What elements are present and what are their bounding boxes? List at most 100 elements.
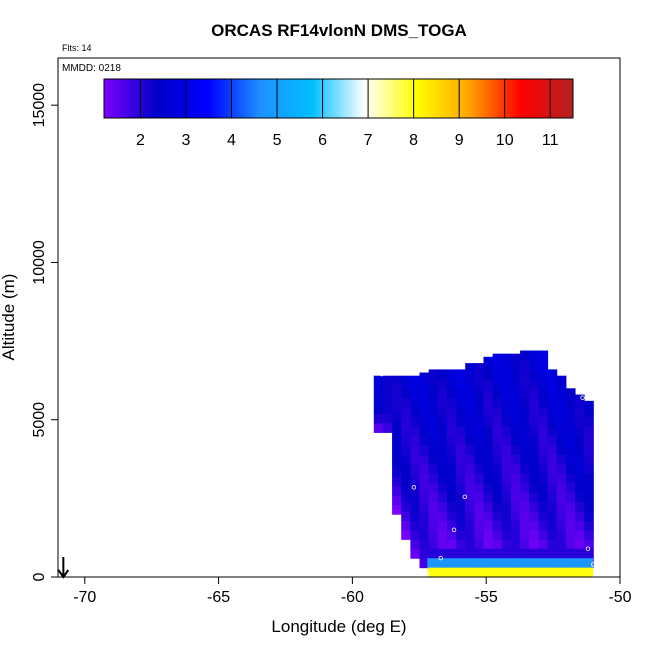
heatmap-cell <box>501 501 512 512</box>
heatmap-cell <box>556 463 567 474</box>
heatmap-cell <box>474 363 485 370</box>
heatmap-cell <box>483 397 494 408</box>
heatmap-cell <box>565 501 576 512</box>
heatmap-cell <box>538 350 549 361</box>
heatmap-cell <box>456 463 466 474</box>
heatmap-cell <box>565 444 576 455</box>
heatmap-cell <box>556 482 567 493</box>
heatmap-cell <box>401 501 411 512</box>
heatmap-cell <box>529 388 539 399</box>
date-annotation: MMDD: 0218 <box>62 63 121 74</box>
heatmap-cell <box>538 463 549 474</box>
heatmap-cell <box>456 369 466 380</box>
heatmap-cell <box>556 407 567 418</box>
heatmap-cell <box>465 473 475 484</box>
heatmap-cell <box>437 463 448 474</box>
heatmap-cell <box>401 416 411 427</box>
sample-point <box>411 485 417 490</box>
heatmap-cell <box>392 466 402 477</box>
colorbar-tick-label: 3 <box>182 132 191 149</box>
heatmap-cell <box>446 463 457 474</box>
heatmap-cell <box>556 520 567 531</box>
heatmap-cell <box>529 378 539 389</box>
heatmap-cell <box>474 492 485 503</box>
heatmap-cells <box>373 350 594 577</box>
heatmap-cell <box>501 378 512 389</box>
heatmap-cell <box>410 510 421 521</box>
heatmap-cell <box>492 444 503 455</box>
heatmap-cell <box>428 501 439 512</box>
heatmap-cell <box>465 501 475 512</box>
colorbar-tick-label: 9 <box>455 132 464 149</box>
heatmap-cell <box>547 463 558 474</box>
heatmap-cell <box>465 520 475 531</box>
heatmap-cell <box>428 388 439 399</box>
heatmap-cell <box>483 529 494 540</box>
sample-point <box>591 562 596 567</box>
heatmap-cell <box>501 407 512 418</box>
heatmap-cell <box>492 416 503 427</box>
heatmap-cell <box>437 388 448 399</box>
heatmap-cell <box>520 350 530 361</box>
heatmap-cell <box>574 397 585 408</box>
heatmap-cell <box>520 463 530 474</box>
heatmap-cell <box>510 463 521 474</box>
heatmap-cell <box>483 473 494 484</box>
heatmap-cell <box>419 454 430 465</box>
heatmap-cell <box>465 482 475 493</box>
x-tick-label: -65 <box>207 589 230 606</box>
heatmap-cell <box>501 444 512 455</box>
sample-point <box>379 371 385 377</box>
heatmap-cell <box>456 539 466 550</box>
heatmap-cell <box>501 397 512 408</box>
x-axis-label: Longitude (deg E) <box>271 617 406 636</box>
heatmap-cell <box>373 422 384 433</box>
heatmap-cell <box>474 473 485 484</box>
heatmap-cell <box>492 353 503 361</box>
heatmap-cell <box>501 416 512 427</box>
heatmap-cell <box>465 492 475 503</box>
heatmap-cell <box>401 492 411 503</box>
heatmap-cell <box>520 492 530 503</box>
heatmap-cell <box>510 378 521 389</box>
heatmap-cell <box>446 473 457 484</box>
heatmap-cell <box>501 529 512 540</box>
heatmap-cell <box>410 492 421 503</box>
heatmap-cell <box>547 435 558 446</box>
heatmap-cell <box>483 492 494 503</box>
x-tick-label: -50 <box>608 589 631 606</box>
heatmap-cell <box>547 426 558 437</box>
heatmap-cell <box>556 388 567 399</box>
surface-band <box>427 567 594 577</box>
heatmap-cell <box>510 369 521 380</box>
heatmap-cell <box>584 539 594 550</box>
low-band <box>427 558 594 568</box>
heatmap-cell <box>510 416 521 427</box>
heatmap-cell <box>419 388 430 399</box>
heatmap-cell <box>529 416 539 427</box>
heatmap-cell <box>483 369 494 380</box>
heatmap-cell <box>574 407 585 418</box>
heatmap-cell <box>428 454 439 465</box>
heatmap-cell <box>401 426 411 437</box>
heatmap-cell <box>382 413 393 424</box>
heatmap-cell <box>437 520 448 531</box>
heatmap-cell <box>382 385 393 396</box>
down-arrow-icon <box>57 557 70 579</box>
heatmap-cell <box>565 482 576 493</box>
heatmap-cell <box>520 539 530 550</box>
heatmap-cell <box>529 350 539 361</box>
heatmap-cell <box>556 501 567 512</box>
heatmap-cell <box>446 426 457 437</box>
heatmap-cell <box>392 495 402 506</box>
heatmap-cell <box>501 353 512 361</box>
heatmap-cell <box>428 369 439 380</box>
heatmap-cell <box>483 356 494 361</box>
heatmap-cell <box>538 369 549 380</box>
heatmap-cell <box>410 444 421 455</box>
heatmap-cell <box>565 416 576 427</box>
heatmap-cell <box>520 444 530 455</box>
heatmap-cell <box>410 454 421 465</box>
heatmap-cell <box>456 529 466 540</box>
heatmap-cell <box>501 463 512 474</box>
